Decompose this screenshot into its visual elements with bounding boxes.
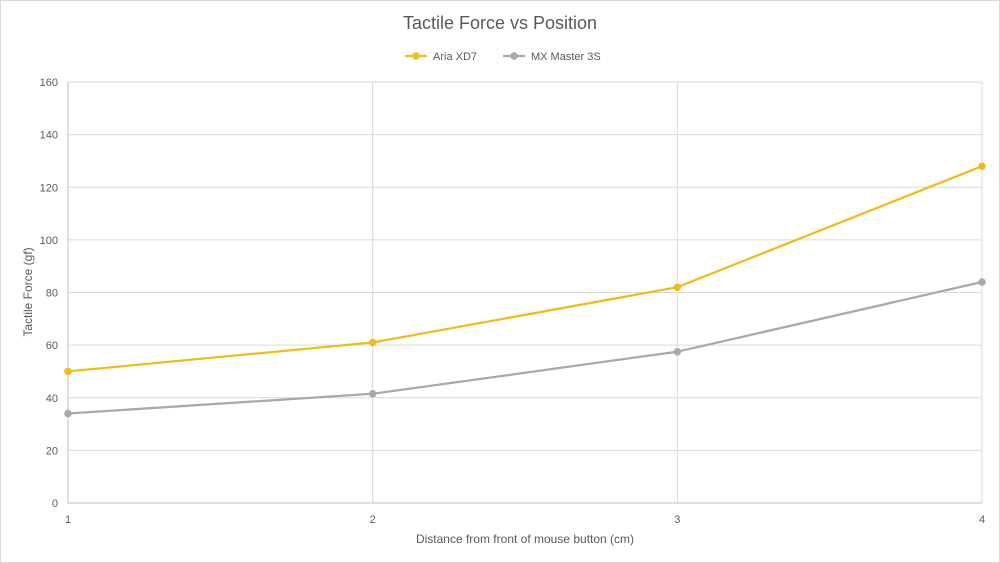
y-tick-label: 0 xyxy=(52,498,58,510)
data-point xyxy=(978,162,986,170)
data-point xyxy=(64,367,72,376)
x-tick-label: 1 xyxy=(65,514,71,526)
legend: Aria XD7 MX Master 3S xyxy=(405,51,601,63)
x-tick-label: 4 xyxy=(979,514,985,526)
y-tick-label: 120 xyxy=(40,182,58,194)
data-point xyxy=(978,278,986,286)
legend-swatch-marker xyxy=(412,52,420,60)
y-tick-label: 20 xyxy=(46,445,58,457)
data-point xyxy=(368,338,377,347)
data-point xyxy=(368,390,377,398)
x-tick-label: 3 xyxy=(674,514,680,526)
gridlines xyxy=(68,81,983,503)
legend-label: MX Master 3S xyxy=(531,51,601,63)
series-layer xyxy=(64,162,986,418)
legend-item: Aria XD7 xyxy=(405,51,477,63)
y-tick-label: 60 xyxy=(46,340,58,352)
y-axis-label: Tactile Force (gf) xyxy=(21,247,35,336)
x-tick-labels: 1 2 3 4 xyxy=(65,514,985,526)
x-axis-label: Distance from front of mouse button (cm) xyxy=(416,532,634,546)
y-tick-label: 160 xyxy=(40,77,58,89)
data-point xyxy=(673,283,682,291)
x-tick-label: 2 xyxy=(370,514,376,526)
series-line-1 xyxy=(67,280,983,415)
y-tick-label: 40 xyxy=(46,393,58,405)
y-tick-label: 100 xyxy=(40,235,58,247)
data-point xyxy=(64,409,72,418)
series-line-0 xyxy=(67,165,983,373)
chart-title: Tactile Force vs Position xyxy=(403,13,597,33)
legend-label: Aria XD7 xyxy=(433,51,477,63)
y-tick-label: 140 xyxy=(40,130,58,142)
y-tick-labels: 0 20 40 60 80 100 120 140 160 xyxy=(40,77,58,510)
axes xyxy=(67,82,982,504)
y-tick-label: 80 xyxy=(46,288,58,300)
data-point xyxy=(673,347,682,356)
legend-swatch-marker xyxy=(510,52,518,60)
legend-item: MX Master 3S xyxy=(503,51,601,63)
